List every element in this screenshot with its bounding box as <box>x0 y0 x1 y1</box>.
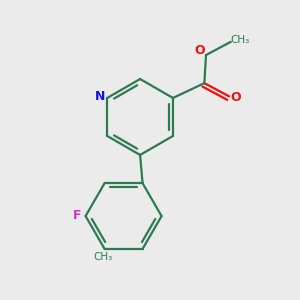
Text: CH₃: CH₃ <box>230 35 250 45</box>
Text: CH₃: CH₃ <box>93 252 112 262</box>
Text: O: O <box>230 91 241 104</box>
Text: O: O <box>194 44 205 57</box>
Text: F: F <box>73 209 81 222</box>
Text: N: N <box>95 90 105 103</box>
